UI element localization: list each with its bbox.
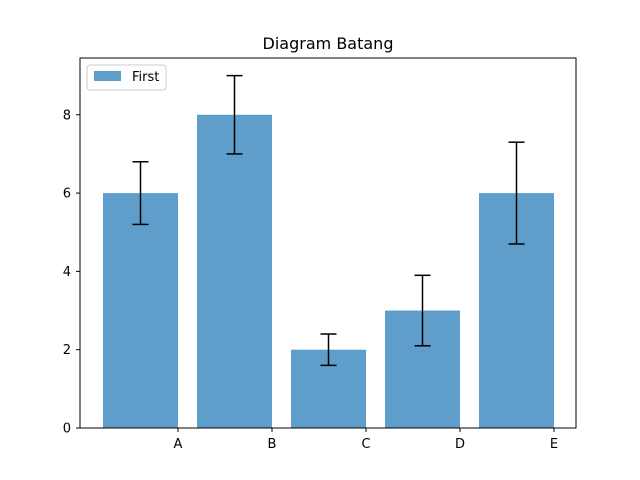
chart-title: Diagram Batang <box>263 34 394 53</box>
y-tick-label: 0 <box>63 422 71 437</box>
legend-swatch <box>94 71 121 81</box>
plot-frame <box>79 57 577 429</box>
bar-B <box>197 114 272 428</box>
x-axis: A B C D E <box>174 428 558 452</box>
bars-layer <box>103 114 554 428</box>
y-axis: 0 2 4 6 8 <box>63 108 80 437</box>
x-tick-label: C <box>361 437 370 452</box>
y-tick-label: 4 <box>63 265 71 280</box>
bar-A <box>103 193 178 428</box>
errorbars-layer <box>132 74 525 367</box>
y-tick-label: 6 <box>63 187 71 202</box>
x-tick-label: B <box>268 437 277 452</box>
x-tick-label: A <box>174 437 183 452</box>
y-tick-label: 2 <box>63 343 71 358</box>
x-tick-label: E <box>550 437 558 452</box>
legend: First <box>86 64 167 91</box>
y-tick-label: 8 <box>63 108 71 123</box>
legend-label: First <box>132 70 159 85</box>
x-tick-label: D <box>455 437 465 452</box>
